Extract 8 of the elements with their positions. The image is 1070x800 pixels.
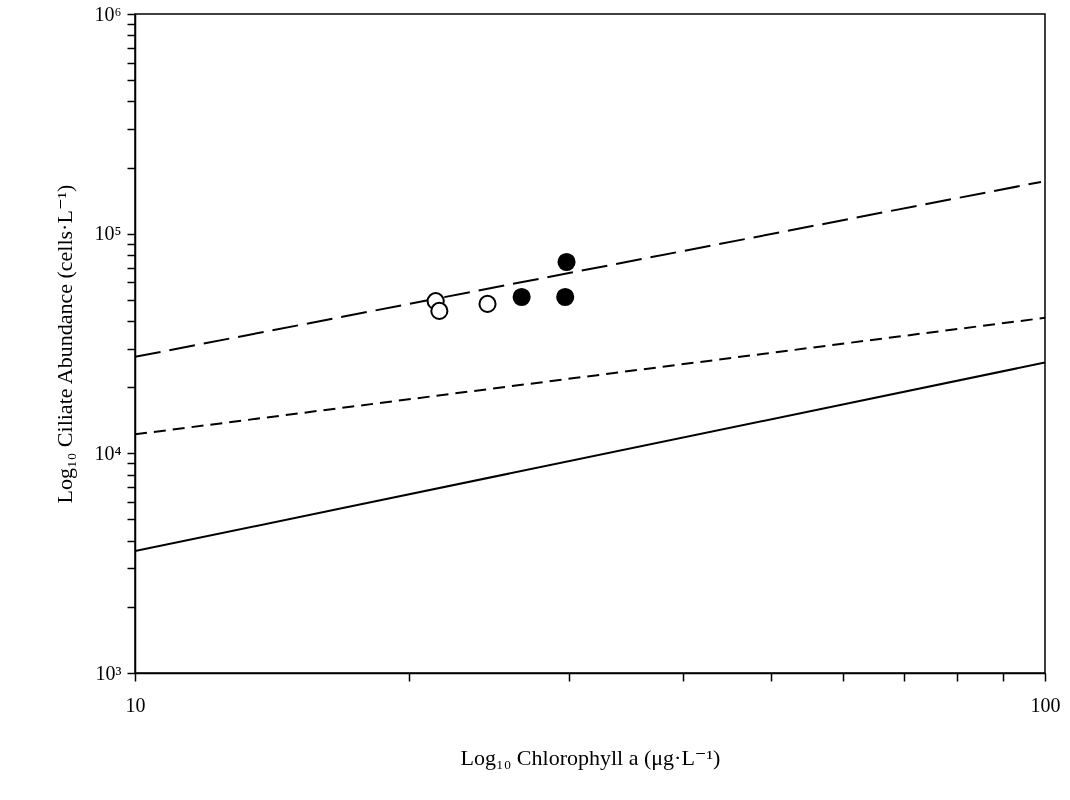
y-tick-label: 10⁶: [94, 2, 122, 25]
x-axis-title: Log₁₀ Chlorophyll a (μg·L⁻¹): [460, 744, 721, 770]
x-tick-label: 100: [1030, 693, 1061, 716]
y-tick-label: 10³: [95, 661, 122, 684]
x-tick-label: 10: [125, 693, 146, 716]
y-tick-label: 10⁵: [94, 222, 122, 245]
y-tick-label: 10⁴: [94, 441, 122, 464]
y-axis-title: Log₁₀ Ciliate Abundance (cells·L⁻¹): [51, 184, 77, 504]
